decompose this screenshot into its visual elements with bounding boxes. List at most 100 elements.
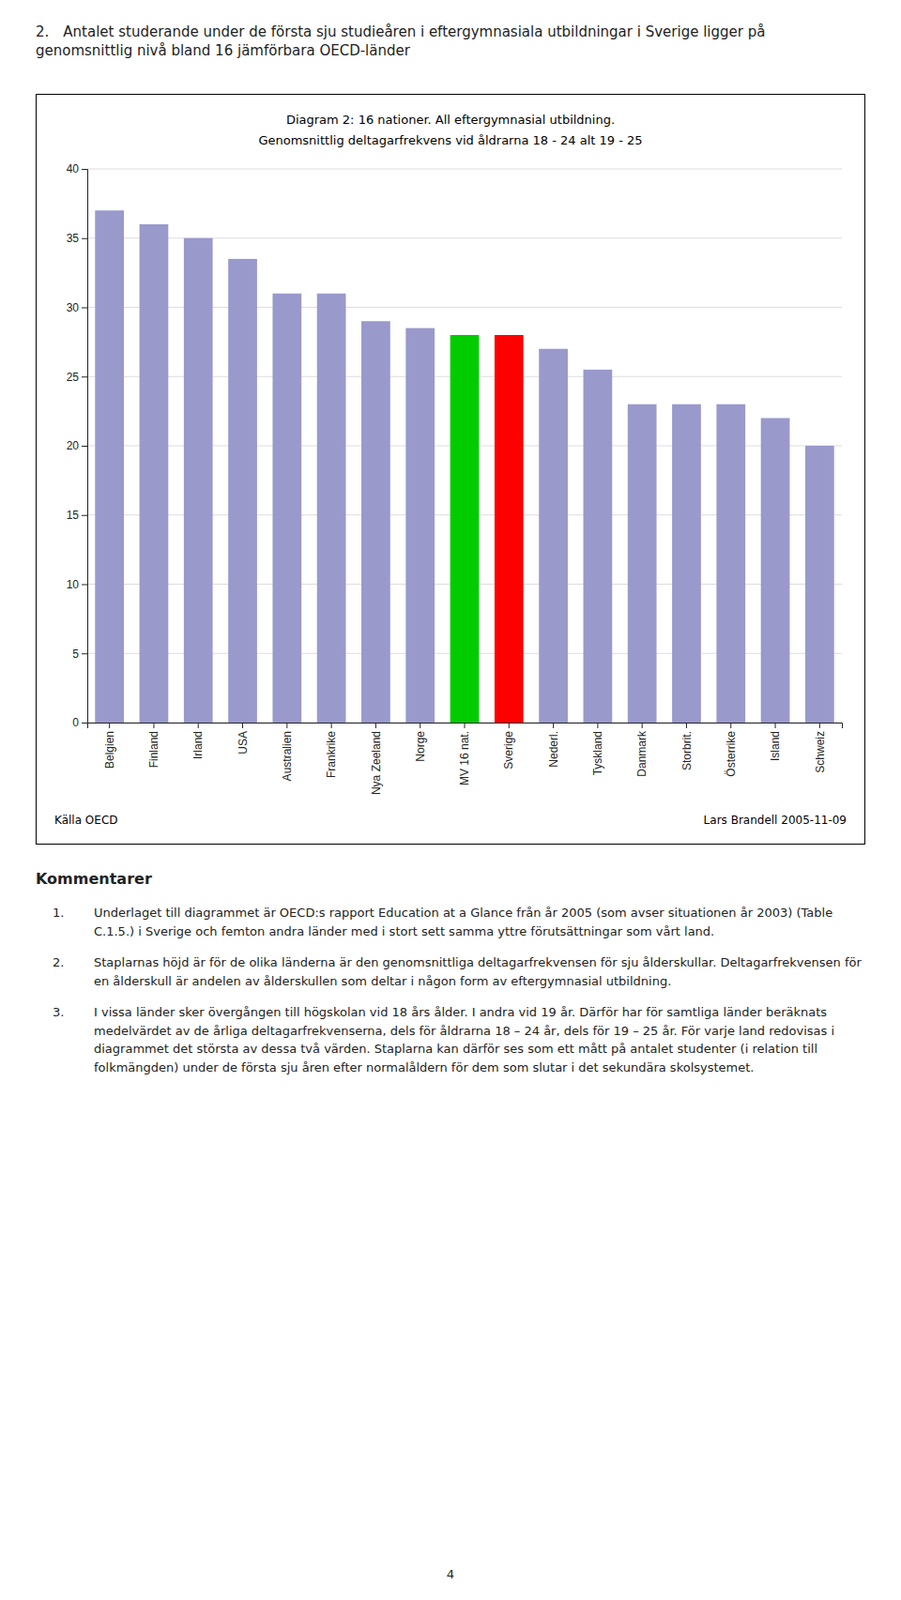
x-tick-label: Storbrit. xyxy=(680,731,694,771)
y-tick-label: 15 xyxy=(66,508,80,522)
x-tick-label: USA xyxy=(236,731,250,755)
x-tick-mark xyxy=(375,722,377,729)
y-axis-line xyxy=(81,169,89,724)
y-axis: 0510152025303540 xyxy=(66,162,89,730)
x-tick-label: Norge xyxy=(413,731,428,763)
x-tick-label: Frankrike xyxy=(324,731,338,779)
y-tick-mark xyxy=(81,238,88,240)
x-tick-label: Danmark xyxy=(635,730,649,778)
y-tick-label: 25 xyxy=(66,370,80,384)
y-tick: 0 xyxy=(72,716,88,730)
y-tick-label: 10 xyxy=(66,578,80,592)
y-tick-label: 35 xyxy=(66,231,80,245)
y-tick-mark xyxy=(81,376,88,378)
x-tick-mark xyxy=(242,722,244,729)
bar xyxy=(583,369,613,723)
bar xyxy=(183,238,214,723)
x-tick: Island xyxy=(768,722,782,762)
bar xyxy=(761,418,791,724)
x-tick-mark xyxy=(819,722,821,729)
x-tick-mark xyxy=(198,722,199,729)
x-tick-label: Irland xyxy=(191,731,205,760)
x-axis: Belgien Finland Irland USA Australien Frankri… xyxy=(88,722,843,795)
y-tick-mark xyxy=(81,307,88,309)
bar xyxy=(450,335,480,723)
x-tick-label: Island xyxy=(768,731,782,762)
bar xyxy=(805,445,835,723)
bar xyxy=(538,349,568,723)
x-tick: Norge xyxy=(413,722,428,763)
x-tick: Danmark xyxy=(635,722,649,778)
x-tick: Belgien xyxy=(103,722,117,769)
bar xyxy=(716,404,746,723)
bar xyxy=(405,328,435,723)
y-tick-label: 30 xyxy=(66,301,80,315)
y-tick: 15 xyxy=(66,508,88,522)
x-tick: Sverige xyxy=(502,722,516,770)
page-number: 4 xyxy=(0,1567,901,1582)
x-tick-label: Sverige xyxy=(502,731,516,770)
x-tick: Finland xyxy=(147,722,161,768)
x-tick: Tyskland xyxy=(591,722,605,776)
x-tick-label: Finland xyxy=(147,731,161,768)
bar xyxy=(494,335,524,723)
bar xyxy=(361,320,391,723)
comments-heading: Kommentarer xyxy=(35,868,866,891)
y-tick: 20 xyxy=(66,439,88,453)
x-axis-line xyxy=(88,723,843,730)
x-tick-mark xyxy=(286,722,288,729)
y-tick: 40 xyxy=(66,162,88,176)
x-tick-mark xyxy=(686,722,688,729)
heading: 2. Antalet studerande under de första sj… xyxy=(35,22,866,62)
bar xyxy=(272,293,302,723)
x-tick: Irland xyxy=(191,722,205,760)
bar xyxy=(671,404,702,723)
y-tick-label: 20 xyxy=(66,439,80,453)
x-tick-label: MV 16 nat. xyxy=(458,731,472,786)
comment-text: I vissa länder sker övergången till högs… xyxy=(93,1003,866,1077)
comment: 1.Underlaget till diagrammet är OECD:s r… xyxy=(52,903,866,941)
x-tick-mark xyxy=(641,722,643,729)
x-tick-label: Tyskland xyxy=(591,731,605,776)
comments: Kommentarer 1.Underlaget till diagrammet … xyxy=(35,868,866,1090)
x-tick: Nederl. xyxy=(547,722,561,768)
x-tick-label: Nederl. xyxy=(547,731,561,768)
comment-number: 1. xyxy=(52,903,94,941)
bar xyxy=(139,224,169,723)
x-tick-mark xyxy=(775,722,777,729)
x-tick-mark xyxy=(152,722,154,729)
comment-number: 2. xyxy=(52,953,94,991)
x-tick-mark xyxy=(596,722,598,729)
x-tick-mark xyxy=(508,722,510,729)
y-tick: 30 xyxy=(66,301,88,315)
comment: 2.Staplarnas höjd är för de olika länder… xyxy=(52,953,866,991)
y-tick-mark xyxy=(81,722,88,724)
x-tick: Storbrit. xyxy=(680,722,694,771)
bar xyxy=(317,293,347,723)
source: Källa OECD xyxy=(54,813,119,827)
x-tick-mark xyxy=(331,722,333,729)
x-tick-mark xyxy=(108,722,110,729)
subtitle: Genomsnittlig deltagarfrekvens vid åldra… xyxy=(258,133,642,148)
chart-border xyxy=(36,94,866,845)
x-tick-label: Schweiz xyxy=(813,731,827,774)
x-tick: Nya Zeeland xyxy=(369,722,383,795)
x-tick: Frankrike xyxy=(324,722,338,779)
x-tick-mark xyxy=(464,722,466,729)
grid-line xyxy=(87,168,842,170)
title: Diagram 2: 16 nationer. All eftergymnasi… xyxy=(286,112,615,127)
chart: Diagram 2: 16 nationer. All eftergymnasi… xyxy=(35,93,866,845)
y-tick-mark xyxy=(81,168,88,170)
y-tick: 35 xyxy=(66,231,88,245)
bar xyxy=(228,259,258,723)
comment-text: Staplarnas höjd är för de olika länderna… xyxy=(93,953,866,991)
x-tick-mark xyxy=(552,722,554,729)
y-tick: 10 xyxy=(66,578,88,592)
x-tick-mark xyxy=(730,722,732,729)
bars xyxy=(94,210,834,723)
x-tick-label: Belgien xyxy=(103,731,117,769)
x-tick-label: Nya Zeeland xyxy=(369,731,383,795)
x-tick: Australien xyxy=(280,722,294,781)
y-tick-label: 40 xyxy=(66,162,80,176)
bar xyxy=(627,404,657,723)
